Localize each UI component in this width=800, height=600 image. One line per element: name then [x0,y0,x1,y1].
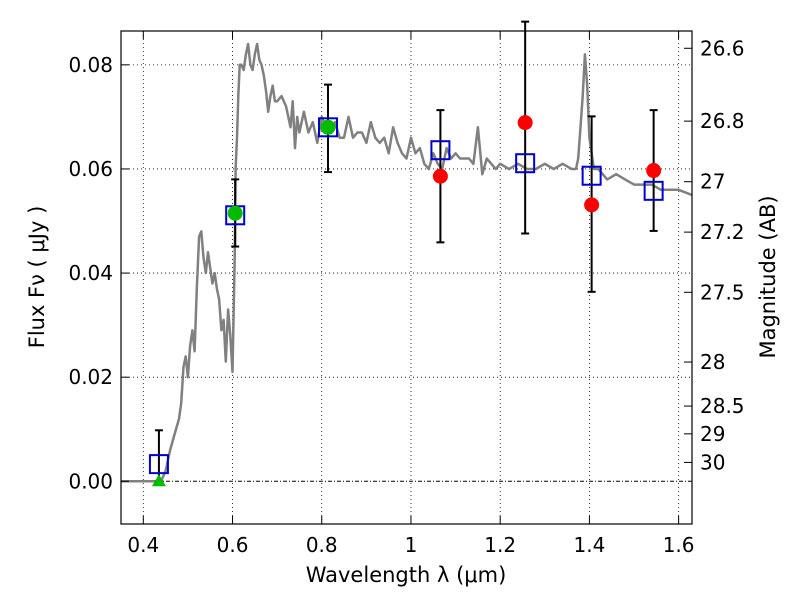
y2-tick-label: 27.2 [700,220,745,244]
observed-flux-point [517,115,533,131]
y-tick-label: 0.08 [68,53,113,77]
y2-tick-label: 29 [700,422,725,446]
observed-flux-point [432,168,448,184]
data-markers [148,115,664,487]
observed-flux-point [227,205,243,221]
x-tick-label: 1.6 [663,533,695,557]
y-tick-label: 0.04 [68,261,113,285]
y2-tick-label: 27 [700,170,725,194]
model-flux-square [317,117,338,138]
x-tick-label: 0.6 [217,533,249,557]
y2-tick-label: 30 [700,450,725,474]
model-flux-square [643,180,664,201]
y2-tick-label: 28 [700,350,725,374]
x-tick-label: 1.4 [573,533,605,557]
model-flux-square [581,165,602,186]
x-tick-label: 1.2 [484,533,516,557]
x-tick-label: 0.4 [127,533,159,557]
axis-ticks: 0.4 0.6 0.8 1 1.2 1.4 1.6 0.00 0.02 0.04 0.06 0.08 2… [68,31,745,557]
observed-flux-point [584,197,600,213]
model-flux-square [515,153,536,174]
plot-background [121,31,692,524]
y2-tick-label: 27.5 [700,280,745,304]
y2-axis-label: Magnitude (AB) [756,195,780,358]
y-tick-label: 0.06 [68,157,113,181]
observed-flux-point [646,163,662,179]
model-flux-square [148,454,169,475]
y2-tick-label: 26.6 [700,36,745,60]
y-tick-label: 0.00 [68,469,113,493]
x-tick-label: 0.8 [306,533,338,557]
model-flux-square [430,140,451,161]
upper-limit-triangle [151,474,166,487]
plot-frame [120,30,693,525]
x-tick-label: 1 [405,533,418,557]
y-axis-label: Flux Fν ( μJy ) [25,206,49,349]
observed-flux-point [320,119,336,135]
y2-tick-label: 26.8 [700,109,745,133]
y2-tick-label: 28.5 [700,394,745,418]
x-axis-label: Wavelength λ (μm) [306,563,507,587]
y-tick-label: 0.02 [68,365,113,389]
